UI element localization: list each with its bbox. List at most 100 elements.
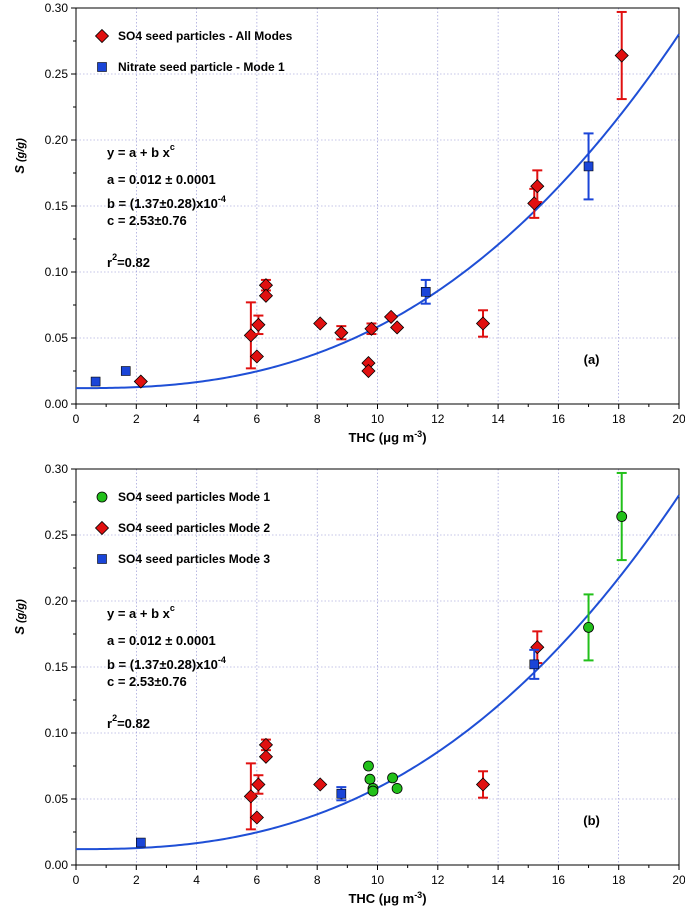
data-point	[313, 777, 328, 792]
data-point	[616, 511, 628, 522]
data-point	[334, 325, 349, 340]
legend-label: SO4 seed particles Mode 1	[118, 490, 270, 504]
fit-param-a: a = 0.012 ± 0.0001	[107, 172, 216, 187]
data-point	[313, 316, 328, 331]
data-point	[90, 376, 101, 387]
series-diamond	[133, 10, 629, 389]
fit-param-c: c = 2.53±0.76	[107, 213, 187, 228]
x-tick-label: 4	[193, 412, 200, 426]
data-point	[258, 288, 274, 303]
gridlines	[76, 8, 679, 404]
legend-marker	[97, 554, 107, 564]
data-point	[475, 777, 491, 792]
data-point	[120, 366, 131, 376]
series-diamond	[243, 630, 545, 831]
data-point	[361, 363, 376, 379]
data-point	[390, 320, 405, 335]
data-point	[249, 349, 264, 364]
legend-label: SO4 seed particles Mode 3	[118, 552, 270, 566]
y-tick-label: 0.30	[45, 462, 69, 476]
legend-marker	[97, 62, 107, 72]
x-tick-label: 12	[431, 873, 445, 887]
panel-label: (b)	[583, 813, 600, 828]
x-tick-label: 18	[612, 412, 626, 426]
data-point	[384, 309, 399, 324]
y-tick-label: 0.10	[45, 265, 69, 279]
x-tick-label: 14	[491, 412, 505, 426]
x-tick-label: 20	[672, 873, 685, 887]
legend-label: Nitrate seed particle - Mode 1	[118, 60, 285, 74]
x-axis-title: THC (μg m-3)	[348, 429, 426, 445]
data-point	[614, 48, 629, 63]
data-point	[336, 788, 347, 799]
fit-param-b: b = (1.37±0.28)x10-4	[107, 655, 226, 672]
data-point	[391, 783, 403, 794]
data-point	[249, 810, 264, 825]
data-point	[530, 640, 545, 655]
x-tick-label: 12	[431, 412, 445, 426]
fit-r-squared: r2=0.82	[107, 252, 150, 270]
y-tick-label: 0.00	[45, 397, 69, 411]
y-tick-label: 0.25	[45, 67, 69, 81]
data-point	[251, 317, 266, 332]
fit-r-squared: r2=0.82	[107, 713, 150, 731]
x-tick-label: 20	[672, 412, 685, 426]
data-point	[387, 772, 398, 784]
legend-marker	[94, 28, 110, 44]
data-point	[364, 773, 376, 785]
fit-curve	[76, 33, 680, 390]
fit-equation: y = a + b xc	[107, 603, 175, 621]
y-tick-label: 0.15	[45, 199, 69, 213]
y-tick-label: 0.25	[45, 528, 69, 542]
y-tick-label: 0.15	[45, 660, 69, 674]
legend-label: SO4 seed particles - All Modes	[118, 29, 293, 43]
x-tick-label: 16	[552, 873, 566, 887]
data-point	[243, 789, 258, 804]
data-point	[364, 321, 379, 336]
x-tick-label: 6	[254, 873, 261, 887]
x-tick-label: 0	[73, 873, 80, 887]
x-tick-label: 8	[314, 412, 321, 426]
y-axis: 0.00 0.05 0.10 0.15 0.20 0.25 0.30	[45, 462, 76, 872]
x-axis: 0 2 4 6 8 10 12 14 16 18 20	[73, 404, 685, 426]
legend-label: SO4 seed particles Mode 2	[118, 521, 270, 535]
data-point	[583, 622, 594, 633]
y-tick-label: 0.00	[45, 858, 69, 872]
series-circle	[363, 471, 628, 797]
data-point	[475, 316, 491, 331]
data-point	[529, 659, 540, 670]
data-point	[243, 328, 258, 343]
x-tick-label: 8	[314, 873, 321, 887]
y-axis-title: S (g/g)	[12, 138, 27, 174]
data-point	[258, 749, 274, 764]
legend: SO4 seed particles Mode 1 SO4 seed partic…	[94, 490, 270, 566]
y-tick-label: 0.10	[45, 726, 69, 740]
y-tick-label: 0.20	[45, 594, 69, 608]
chart-panel-b: 0 2 4 6 8 10 12 14 16 18 20 0.00 0.05 0.10 0.15 0.20 0.2…	[12, 462, 685, 906]
x-tick-label: 2	[133, 873, 140, 887]
x-tick-label: 16	[552, 412, 566, 426]
data-point	[136, 837, 146, 848]
x-tick-label: 10	[371, 873, 385, 887]
y-tick-label: 0.20	[45, 133, 69, 147]
data-point	[583, 161, 594, 172]
fit-param-b: b = (1.37±0.28)x10-4	[107, 194, 226, 211]
fit-param-a: a = 0.012 ± 0.0001	[107, 633, 216, 648]
data-point	[251, 777, 266, 792]
x-tick-label: 2	[133, 412, 140, 426]
data-point	[420, 286, 431, 297]
data-point	[363, 760, 374, 772]
data-point	[367, 785, 379, 797]
y-tick-label: 0.05	[45, 331, 69, 345]
x-tick-label: 6	[254, 412, 261, 426]
y-tick-label: 0.05	[45, 792, 69, 806]
legend-marker	[94, 520, 110, 536]
series-square	[136, 648, 540, 848]
x-axis-title: THC (μg m-3)	[348, 890, 426, 906]
fit-equation: y = a + b xc	[107, 142, 175, 160]
x-tick-label: 14	[491, 873, 505, 887]
y-axis: 0.00 0.05 0.10 0.15 0.20 0.25 0.30	[45, 1, 76, 411]
x-tick-label: 0	[73, 412, 80, 426]
gridlines	[76, 469, 679, 865]
